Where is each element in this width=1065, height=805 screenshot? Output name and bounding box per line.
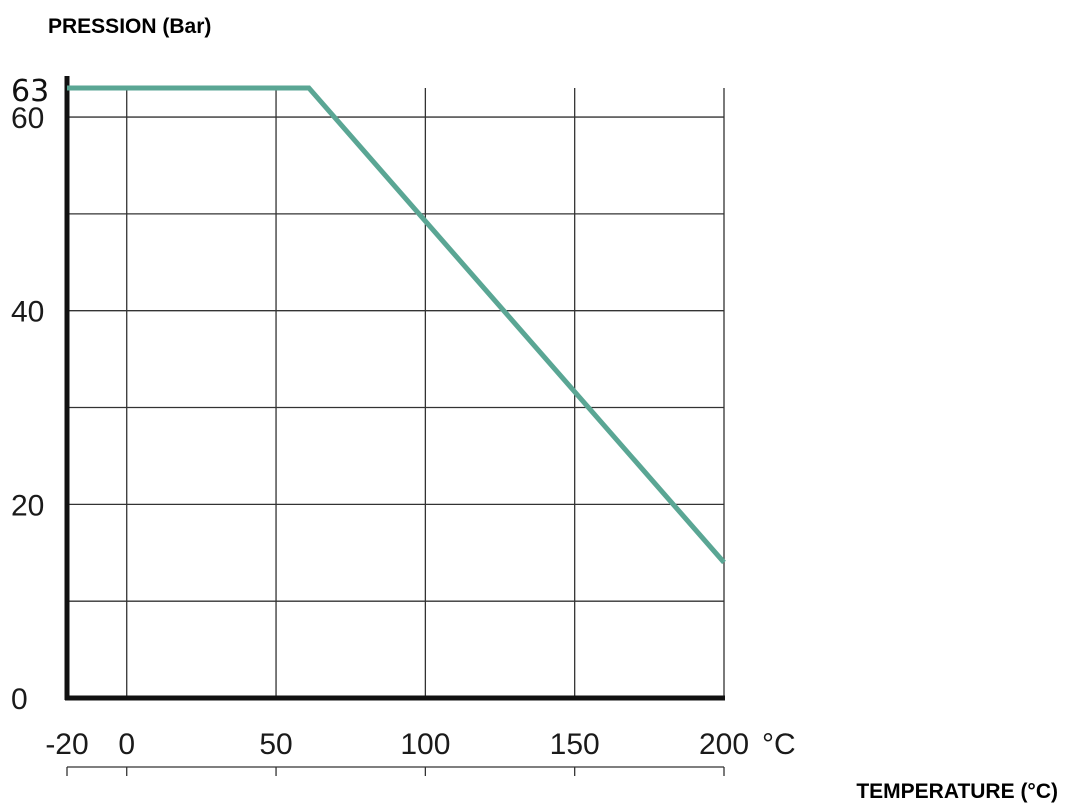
x-tick-label: 150 [550,728,600,761]
axes [64,76,725,701]
x-tick-labels: -20 0 50 100 150 200 [45,728,749,761]
series-group [67,85,726,565]
x-tick-label: -20 [45,728,88,761]
x-tick-bracket [66,766,725,776]
y-tick-label: 60 [11,102,44,135]
x-tick-label: 50 [259,728,292,761]
x-tick-label: 200 [699,728,749,761]
x-tick-label: 0 [118,728,135,761]
y-tick-label: 63 [11,74,49,109]
series-line [67,85,726,565]
x-tick-label: 100 [400,728,450,761]
x-axis-title: TEMPERATURE (°C) [856,780,1058,803]
y-tick-label: 20 [11,489,44,522]
grid [67,88,725,698]
x-unit-label: °C [762,728,796,761]
y-axis-title: PRESSION (Bar) [48,15,211,38]
y-tick-label: 40 [11,296,44,329]
y-tick-label: 0 [11,683,28,716]
